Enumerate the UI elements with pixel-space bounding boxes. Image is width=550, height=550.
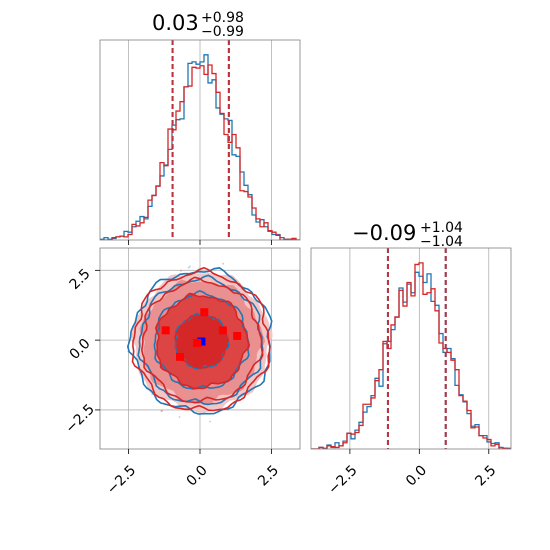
contour-line-series-2 [174,315,230,369]
contour-line-series-2 [140,276,264,404]
contour-line-series-1 [126,267,273,415]
marker-point [218,326,227,335]
x-tick-label: 0.0 [184,462,211,489]
x-tick-label: 2.5 [255,462,282,489]
contour-line-series-1 [174,312,230,370]
scatter-point [161,409,164,412]
y-tick-label: 2.5 [67,266,94,293]
scatter-point [178,416,181,418]
marginal-panel-1: 0.03 +0.98 −0.99 [99,10,301,245]
panel-title-2: −0.09 [352,221,416,245]
x-tick-label: −2.5 [104,462,139,497]
joint-panel: −2.5 0.0 2.5 −2.5 0.0 2.5 [62,246,301,498]
panel-frame [311,248,511,449]
title-plus: +0.98 [201,10,244,26]
marker-point [193,338,202,347]
scatter-point [189,265,191,268]
scatter-point [222,262,225,265]
marginal-panel-2: −2.5 0.0 2.5 −0.09 +1.04 −1.04 [310,220,512,498]
panel-title-1: 0.03 [152,11,199,35]
title-median: −0.09 [352,221,416,245]
y-tick-label: −2.5 [62,401,97,436]
title-plus: +1.04 [420,220,463,236]
scatter-point [160,410,163,413]
histogram-series-2 [311,262,511,449]
scatter-point [187,246,189,248]
x-tick-label: 0.0 [403,462,430,489]
y-tick-label: 0.0 [67,336,94,363]
marker-point [200,308,209,317]
scatter-point [187,266,190,269]
title-median: 0.03 [152,11,199,35]
marker-point [233,331,242,340]
scatter-point [180,269,183,272]
marker-point [176,352,184,361]
marker-point [197,337,206,346]
title-minus: −0.99 [201,24,244,40]
contour-line-series-2 [155,292,250,390]
panel-border [310,247,512,450]
contour-line-series-2 [131,266,271,412]
marker-point [161,326,170,335]
x-tick-label: −2.5 [325,462,360,497]
scatter-point [209,420,211,423]
title-minus: −1.04 [420,234,463,250]
histogram-series-2 [100,64,300,240]
x-tick-label: 2.5 [472,462,499,489]
